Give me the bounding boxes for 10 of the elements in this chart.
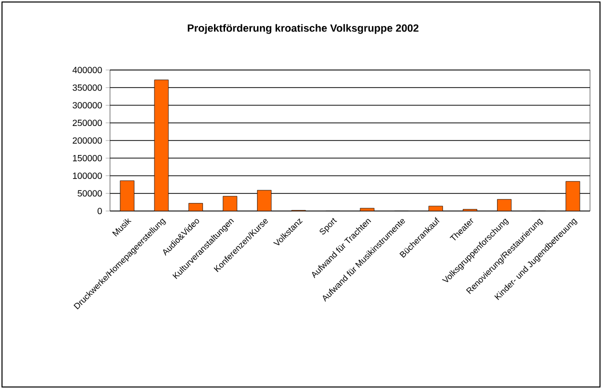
y-tick-label: 0 bbox=[98, 208, 102, 214]
y-tick-label: 250000 bbox=[72, 120, 102, 126]
y-tick-label: 100000 bbox=[73, 172, 102, 179]
chart-title: Projektförderung kroatische Volksgruppe 2002 bbox=[188, 24, 418, 34]
y-tick-label: 50000 bbox=[78, 190, 102, 197]
y-tick-label: 400000 bbox=[72, 66, 102, 74]
y-tick-label: 350000 bbox=[72, 84, 102, 91]
y-tick-label: 200000 bbox=[72, 137, 102, 144]
y-tick-label: 150000 bbox=[73, 154, 102, 162]
y-tick-label: 300000 bbox=[72, 102, 102, 108]
